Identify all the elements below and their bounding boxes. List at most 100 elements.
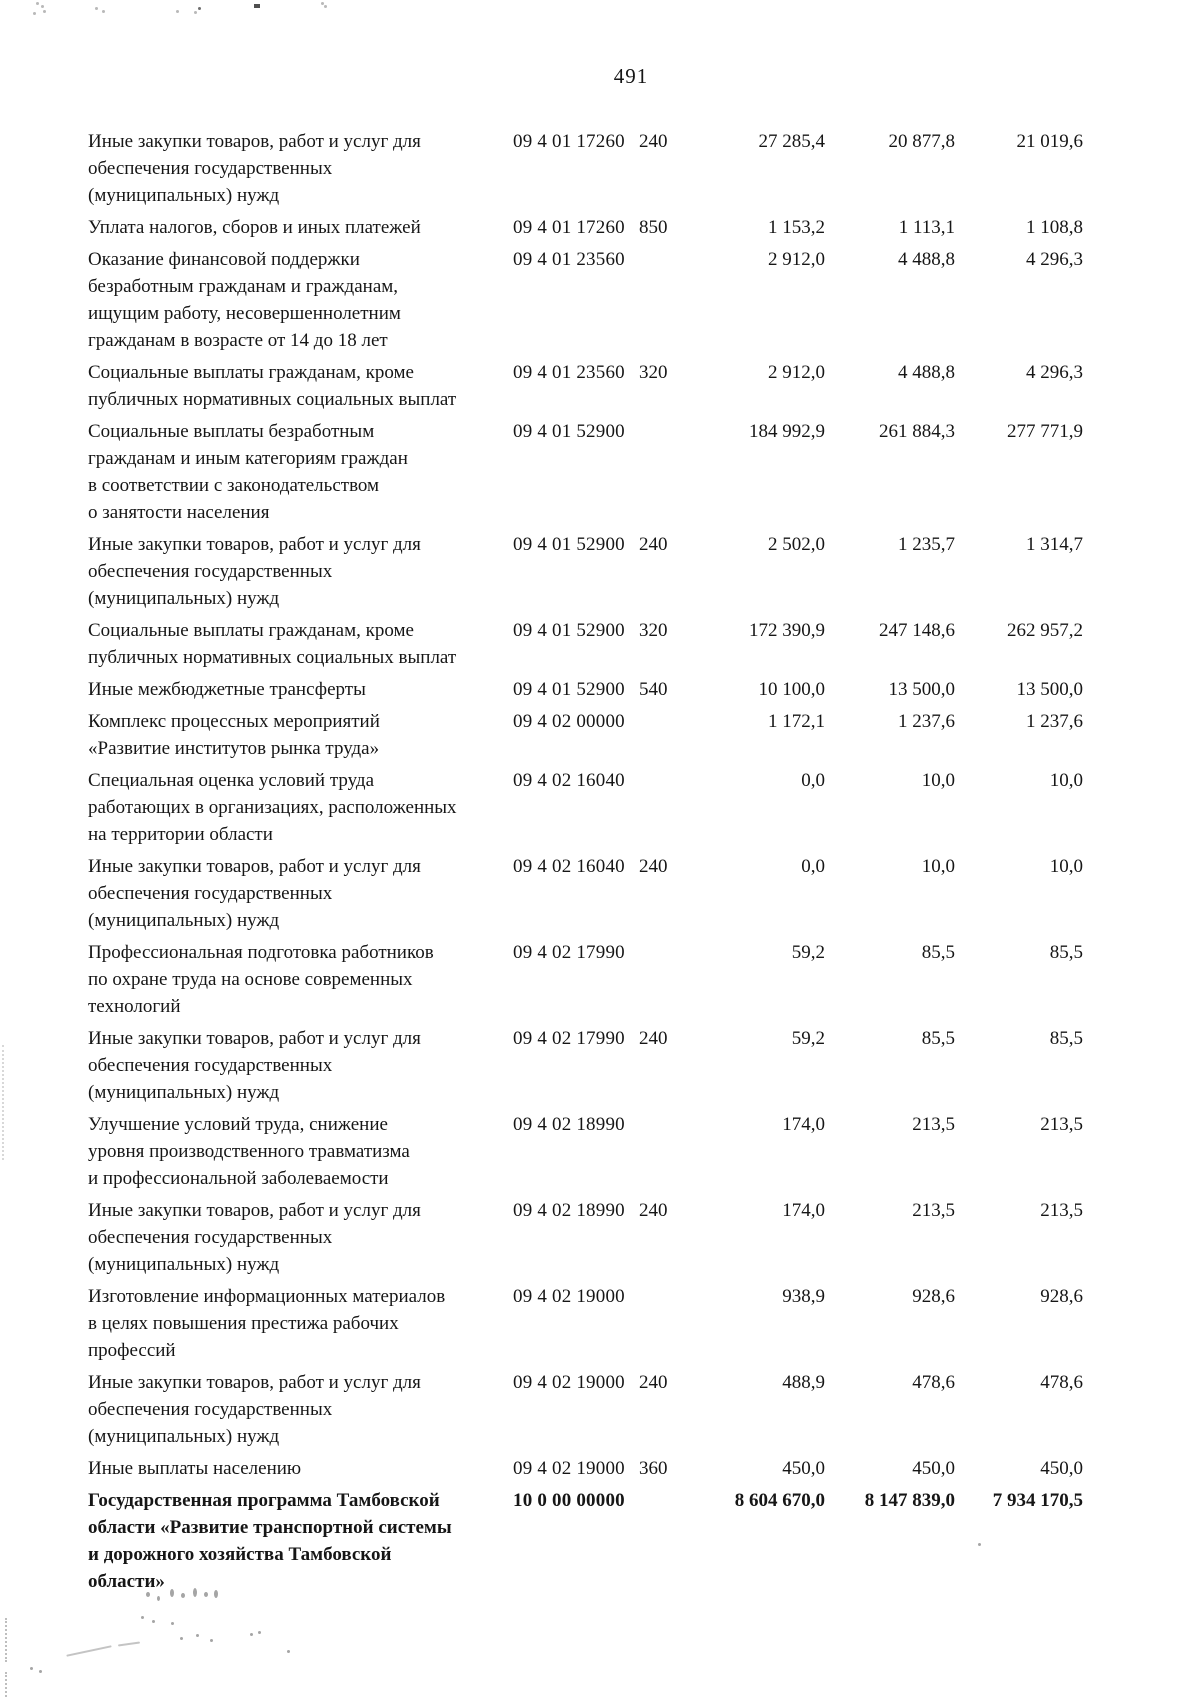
row-budget-code: 09 4 01 23560 xyxy=(513,249,625,270)
row-expense-type-code: 850 xyxy=(639,217,668,238)
scan-speck xyxy=(33,12,36,15)
scan-speck xyxy=(194,11,197,14)
row-amount-3: 7 934 170,5 xyxy=(992,1490,1083,1511)
scan-smudge xyxy=(117,1641,141,1647)
scan-speck xyxy=(43,10,46,13)
row-amount-3: 85,5 xyxy=(1049,1028,1083,1049)
row-amount-1: 1 172,1 xyxy=(768,711,825,732)
row-amount-3: 262 957,2 xyxy=(1007,620,1083,641)
row-amount-2: 20 877,8 xyxy=(888,131,956,152)
table-row: Социальные выплаты гражданам, кроме публ… xyxy=(88,615,1083,674)
table-row: Государственная программа Тамбовской обл… xyxy=(88,1485,1083,1598)
row-budget-code: 09 4 02 18990 xyxy=(513,1114,625,1135)
scan-speck xyxy=(95,7,98,10)
row-amount-1: 174,0 xyxy=(782,1114,825,1135)
row-amount-1: 59,2 xyxy=(791,1028,825,1049)
row-amount-1: 27 285,4 xyxy=(758,131,826,152)
row-amount-2: 928,6 xyxy=(912,1286,955,1307)
row-amount-1: 0,0 xyxy=(801,770,825,791)
row-amount-2: 1 235,7 xyxy=(898,534,955,555)
row-budget-code: 09 4 02 17990 xyxy=(513,1028,625,1049)
row-description: Оказание финансовой поддержки безработны… xyxy=(88,249,401,351)
table-row: Иные межбюджетные трансферты 09 4 01 529… xyxy=(88,674,1083,706)
page-number: 491 xyxy=(613,64,649,88)
row-amount-3: 21 019,6 xyxy=(1016,131,1084,152)
scan-smudge xyxy=(141,1616,144,1619)
scan-smudge xyxy=(39,1670,42,1673)
scan-speck xyxy=(102,10,105,13)
row-amount-3: 13 500,0 xyxy=(1016,679,1084,700)
row-budget-code: 09 4 01 17260 xyxy=(513,217,625,238)
row-budget-code: 09 4 02 16040 xyxy=(513,770,625,791)
scan-speck xyxy=(176,10,179,13)
row-budget-code: 10 0 00 00000 xyxy=(513,1490,625,1511)
scan-margin-line xyxy=(5,1672,7,1697)
row-amount-3: 10,0 xyxy=(1049,770,1083,791)
row-description: Иные выплаты населению xyxy=(88,1458,302,1479)
scan-speck xyxy=(198,7,201,10)
row-budget-code: 09 4 01 52900 xyxy=(513,421,625,442)
scan-smudge xyxy=(152,1620,155,1623)
row-budget-code: 09 4 01 17260 xyxy=(513,131,625,152)
row-amount-3: 4 296,3 xyxy=(1026,362,1083,383)
row-amount-1: 59,2 xyxy=(791,942,825,963)
row-expense-type-code xyxy=(639,1281,695,1367)
row-amount-2: 247 148,6 xyxy=(879,620,955,641)
row-budget-code: 09 4 02 19000 xyxy=(513,1286,625,1307)
row-expense-type-code xyxy=(639,416,695,529)
row-description: Специальная оценка условий труда работаю… xyxy=(88,770,457,845)
row-description: Социальные выплаты гражданам, кроме публ… xyxy=(88,362,457,410)
row-budget-code: 09 4 02 00000 xyxy=(513,711,625,732)
row-amount-2: 1 113,1 xyxy=(898,217,955,238)
row-budget-code: 09 4 02 18990 xyxy=(513,1200,625,1221)
row-expense-type-code: 240 xyxy=(639,534,668,555)
row-expense-type-code xyxy=(639,937,695,1023)
row-amount-3: 1 314,7 xyxy=(1026,534,1083,555)
row-description: Иные межбюджетные трансферты xyxy=(88,679,366,700)
row-expense-type-code: 240 xyxy=(639,131,668,152)
row-description: Государственная программа Тамбовской обл… xyxy=(88,1490,452,1592)
table-row: Уплата налогов, сборов и иных платежей 0… xyxy=(88,212,1083,244)
row-amount-2: 85,5 xyxy=(921,942,955,963)
row-budget-code: 09 4 01 23560 xyxy=(513,362,625,383)
row-amount-3: 4 296,3 xyxy=(1026,249,1083,270)
row-amount-1: 938,9 xyxy=(782,1286,825,1307)
row-description: Иные закупки товаров, работ и услуг для … xyxy=(88,1372,421,1447)
table-row: Иные выплаты населению 09 4 02 19000 360… xyxy=(88,1453,1083,1485)
scan-smudge xyxy=(287,1650,290,1653)
row-expense-type-code xyxy=(639,1109,695,1195)
row-amount-1: 1 153,2 xyxy=(768,217,825,238)
scan-smudge xyxy=(258,1631,261,1634)
scan-smudge xyxy=(180,1637,183,1640)
row-description: Комплекс процессных мероприятий «Развити… xyxy=(88,711,380,759)
row-budget-code: 09 4 02 16040 xyxy=(513,856,625,877)
row-amount-3: 10,0 xyxy=(1049,856,1083,877)
budget-table: Иные закупки товаров, работ и услуг для … xyxy=(88,126,1083,1598)
scan-smudge xyxy=(210,1639,213,1642)
table-row: Изготовление информационных материалов в… xyxy=(88,1281,1083,1367)
row-amount-2: 1 237,6 xyxy=(898,711,955,732)
row-budget-code: 09 4 01 52900 xyxy=(513,679,625,700)
row-amount-2: 4 488,8 xyxy=(898,249,955,270)
row-expense-type-code xyxy=(639,765,695,851)
row-description: Изготовление информационных материалов в… xyxy=(88,1286,446,1361)
row-amount-2: 213,5 xyxy=(912,1200,955,1221)
row-amount-1: 184 992,9 xyxy=(749,421,825,442)
row-expense-type-code xyxy=(639,1485,695,1598)
row-budget-code: 09 4 02 19000 xyxy=(513,1372,625,1393)
row-budget-code: 09 4 02 19000 xyxy=(513,1458,625,1479)
row-amount-2: 4 488,8 xyxy=(898,362,955,383)
row-amount-2: 478,6 xyxy=(912,1372,955,1393)
table-row: Иные закупки товаров, работ и услуг для … xyxy=(88,1023,1083,1109)
row-amount-3: 478,6 xyxy=(1040,1372,1083,1393)
row-amount-1: 488,9 xyxy=(782,1372,825,1393)
row-amount-3: 1 108,8 xyxy=(1026,217,1083,238)
table-row: Социальные выплаты гражданам, кроме публ… xyxy=(88,357,1083,416)
row-expense-type-code: 240 xyxy=(639,1372,668,1393)
table-row: Оказание финансовой поддержки безработны… xyxy=(88,244,1083,357)
row-amount-3: 450,0 xyxy=(1040,1458,1083,1479)
table-row: Улучшение условий труда, снижение уровня… xyxy=(88,1109,1083,1195)
row-expense-type-code: 240 xyxy=(639,856,668,877)
row-amount-3: 928,6 xyxy=(1040,1286,1083,1307)
